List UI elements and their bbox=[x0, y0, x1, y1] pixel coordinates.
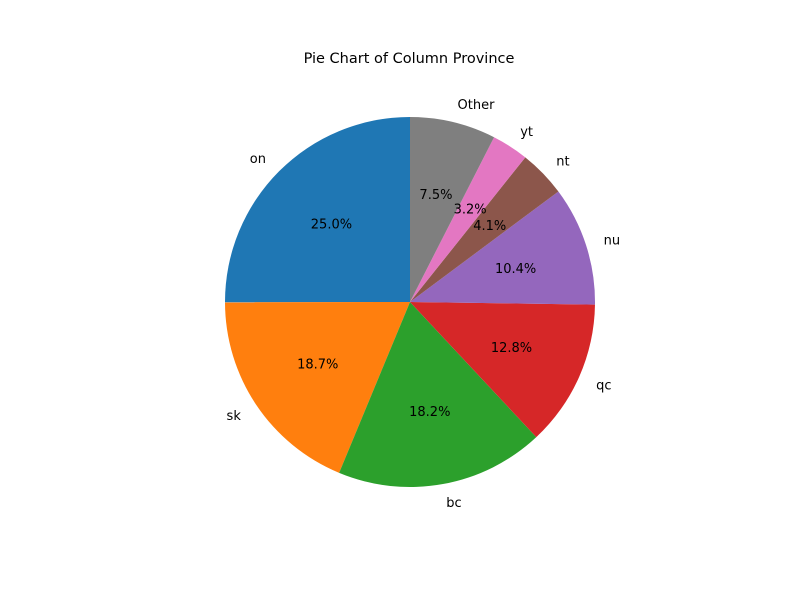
percent-label-bc: 18.2% bbox=[409, 405, 450, 420]
slice-label-other: Other bbox=[458, 98, 496, 113]
pie-slice-bc bbox=[339, 302, 537, 487]
slice-label-nu: nu bbox=[604, 233, 620, 248]
slice-label-on: on bbox=[250, 152, 266, 167]
percent-label-yt: 3.2% bbox=[454, 203, 487, 218]
slice-label-yt: yt bbox=[520, 125, 533, 140]
pie-slice-yt bbox=[410, 137, 526, 302]
pie-slice-sk bbox=[225, 302, 410, 473]
percent-label-on: 25.0% bbox=[311, 218, 352, 233]
slice-label-sk: sk bbox=[227, 409, 242, 424]
pie-slice-other bbox=[410, 117, 495, 302]
percent-labels: 25.0% 18.7% 18.2% 12.8% 10.4% 4.1%3.2%7.5% bbox=[297, 188, 536, 420]
percent-label-nu: 10.4% bbox=[495, 262, 536, 277]
pie-slice-on bbox=[225, 117, 410, 303]
percent-label-other: 7.5% bbox=[419, 188, 452, 203]
pie-slices bbox=[225, 117, 596, 487]
percent-label-qc: 12.8% bbox=[491, 341, 532, 356]
pie-slice-nt bbox=[410, 157, 559, 302]
slice-label-nt: nt bbox=[556, 154, 569, 169]
pie-slice-qc bbox=[410, 302, 595, 438]
slice-label-qc: qc bbox=[596, 378, 611, 393]
slice-labels: on sk bc qc nu nt yt Other bbox=[227, 98, 621, 511]
percent-label-sk: 18.7% bbox=[297, 358, 338, 373]
pie-slice-nu bbox=[410, 191, 596, 305]
percent-label-nt: 4.1% bbox=[473, 219, 506, 234]
chart-title: Pie Chart of Column Province bbox=[304, 51, 515, 67]
slice-label-bc: bc bbox=[446, 496, 461, 511]
